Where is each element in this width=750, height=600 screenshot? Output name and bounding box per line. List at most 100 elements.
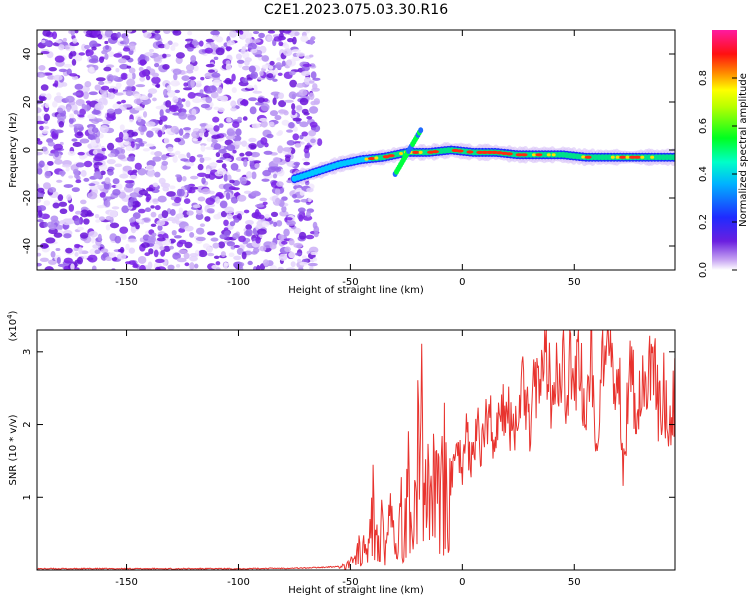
heatmap-noise-cell <box>190 79 195 88</box>
heatmap-noise-cell <box>298 231 307 240</box>
heatmap-noise-cell <box>105 256 113 261</box>
heatmap-noise-cell <box>281 205 287 213</box>
heatmap-noise-cell <box>172 155 178 163</box>
heatmap-noise-cell <box>225 192 231 200</box>
echo-cell-red <box>505 152 513 156</box>
heatmap-noise-cell <box>304 145 310 150</box>
heatmap-noise-cell <box>231 73 236 82</box>
echo-cell-red <box>535 153 543 157</box>
heatmap-noise-cell <box>98 81 105 86</box>
heatmap-noise-cell <box>119 124 125 131</box>
heatmap-noise-cell <box>48 228 58 235</box>
heatmap-noise-cell <box>293 242 303 249</box>
heatmap-noise-cell <box>292 194 297 199</box>
heatmap-noise-cell <box>97 33 103 40</box>
heatmap-noise-cell <box>163 30 171 35</box>
heatmap-noise-cell <box>113 86 121 90</box>
heatmap-noise-cell <box>252 38 261 43</box>
heatmap-noise-cell <box>158 119 163 126</box>
heatmap-noise-cell <box>228 252 235 257</box>
heatmap-noise-cell <box>67 151 76 156</box>
heatmap-noise-cell <box>61 82 68 87</box>
heatmap-noise-cell <box>245 151 253 157</box>
heatmap-noise-cell <box>138 189 149 196</box>
heatmap-noise-cell <box>58 68 68 73</box>
heatmap-noise-cell <box>300 198 309 203</box>
heatmap-noise-cell <box>230 107 237 112</box>
heatmap-noise-cell <box>225 46 233 51</box>
heatmap-noise-cell <box>126 86 133 91</box>
heatmap-noise-cell <box>278 253 288 261</box>
heatmap-noise-cell <box>61 164 72 168</box>
heatmap-noise-cell <box>47 160 54 166</box>
heatmap-noise-cell <box>38 210 43 218</box>
heatmap-noise-cell <box>152 198 159 205</box>
heatmap-noise-cell <box>187 46 194 52</box>
heatmap-noise-cell <box>119 63 129 70</box>
heatmap-noise-cell <box>260 120 268 128</box>
heatmap-noise-cell <box>128 67 136 74</box>
heatmap-noise-cell <box>72 141 82 147</box>
heatmap-noise-cell <box>71 104 78 113</box>
heatmap-noise-cell <box>195 82 202 88</box>
heatmap-noise-cell <box>70 30 75 37</box>
heatmap-noise-cell <box>189 255 198 262</box>
heatmap-noise-cell <box>112 178 120 185</box>
heatmap-noise-cell <box>241 65 250 71</box>
heatmap-noise-cell <box>120 72 128 81</box>
heatmap-noise-cell <box>175 213 185 219</box>
heatmap-noise-cell <box>117 248 124 253</box>
echo-cell-red <box>551 153 556 157</box>
heatmap-noise-cell <box>204 216 211 222</box>
heatmap-noise-cell <box>94 102 105 111</box>
snr-y-tick-label: 2 <box>22 421 33 427</box>
heatmap-noise-cell <box>282 30 292 34</box>
heatmap-noise-cell <box>200 103 210 109</box>
heatmap-noise-cell <box>178 111 188 120</box>
heatmap-noise-cell <box>192 204 201 209</box>
heatmap-noise-cell <box>195 212 204 221</box>
heatmap-noise-cell <box>189 252 199 257</box>
heatmap-noise-cell <box>299 121 309 128</box>
heatmap-noise-cell <box>53 143 63 151</box>
heatmap-noise-cell <box>40 51 50 55</box>
heatmap-noise-cell <box>45 237 56 244</box>
heatmap-noise-cell <box>74 30 79 34</box>
heatmap-noise-cell <box>109 222 120 229</box>
heatmap-noise-cell <box>189 232 195 238</box>
heatmap-noise-cell <box>51 31 58 40</box>
heatmap-noise-cell <box>300 70 311 77</box>
heatmap-noise-cell <box>178 128 184 136</box>
heatmap-noise-cell <box>58 170 66 176</box>
heatmap-noise-cell <box>53 95 64 103</box>
heatmap-noise-cell <box>155 258 165 264</box>
heatmap-noise-cell <box>127 199 134 208</box>
heatmap-noise-cell <box>96 204 105 209</box>
heatmap-noise-cell <box>307 262 318 267</box>
heatmap-noise-cell <box>306 210 311 218</box>
heatmap-noise-cell <box>225 135 236 140</box>
heatmap-noise-cell <box>175 174 181 178</box>
heatmap-noise-cell <box>205 197 215 205</box>
heatmap-noise-cell <box>259 245 267 252</box>
heatmap-noise-cell <box>123 30 133 33</box>
heatmap-noise-cell <box>115 67 120 73</box>
heatmap-noise-cell <box>221 163 227 169</box>
heatmap-noise-cell <box>41 130 49 135</box>
heatmap-noise-cell <box>59 220 65 225</box>
heatmap-noise-cell <box>188 188 196 194</box>
heatmap-noise-cell <box>169 209 176 216</box>
colorbar-tick-label: 0.0 <box>698 262 709 278</box>
heatmap-noise-cell <box>116 101 122 105</box>
heatmap-noise-cell <box>254 54 263 58</box>
heatmap-noise-cell <box>124 180 135 184</box>
heatmap-noise-cell <box>299 261 309 266</box>
heatmap-noise-cell <box>100 248 109 254</box>
heatmap-noise-cell <box>120 99 127 104</box>
heatmap-noise-cell <box>233 261 241 268</box>
heatmap-noise-cell <box>37 205 47 212</box>
heatmap-noise-cell <box>218 241 226 249</box>
snr-series-line <box>37 330 675 570</box>
heatmap-noise-cell <box>52 202 60 209</box>
heatmap-noise-cell <box>291 103 296 110</box>
